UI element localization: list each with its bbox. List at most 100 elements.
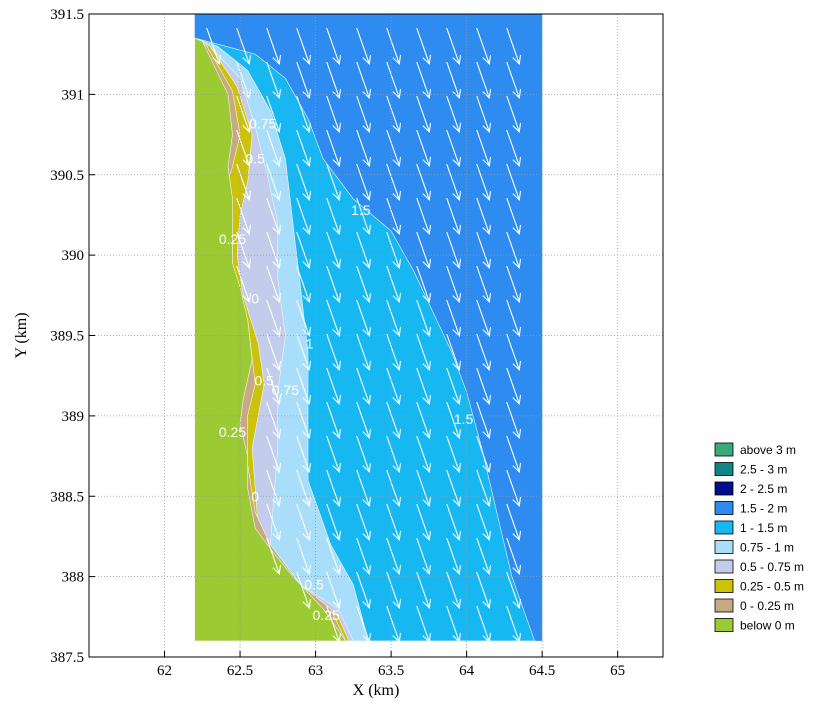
current-arrow: [446, 231, 462, 270]
legend-item: 0.5 - 0.75 m: [714, 559, 804, 574]
current-arrow: [296, 129, 312, 168]
current-arrow: [506, 333, 522, 372]
current-arrow: [416, 367, 432, 406]
legend-item: above 3 m: [714, 442, 796, 457]
legend-item: 0 - 0.25 m: [714, 598, 794, 613]
legend-swatch: [714, 540, 734, 554]
y-tick-label: 389: [62, 409, 85, 425]
legend-swatch: [714, 598, 734, 613]
current-arrow: [206, 27, 222, 66]
current-arrow: [386, 27, 402, 66]
current-arrow: [326, 129, 342, 168]
y-tick-label: 390: [62, 248, 85, 264]
contour-label: 0.5: [254, 373, 274, 389]
current-arrow: [296, 299, 312, 338]
legend-item: below 0 m: [714, 618, 795, 633]
legend-label: above 3 m: [740, 443, 796, 457]
current-arrow: [356, 401, 372, 440]
current-arrow: [446, 469, 462, 508]
current-arrow: [416, 231, 432, 270]
current-arrow: [326, 61, 342, 100]
current-arrow: [476, 537, 492, 576]
current-arrow: [476, 469, 492, 508]
legend-swatch: [714, 559, 734, 574]
current-arrow: [236, 95, 252, 134]
contour-label: 0: [251, 291, 259, 307]
current-arrow: [356, 61, 372, 100]
current-arrow: [416, 265, 432, 304]
current-arrow: [326, 605, 342, 644]
x-tick-label: 63.5: [378, 663, 404, 679]
current-arrow: [236, 197, 252, 236]
y-axis-label: Y (km): [13, 312, 30, 358]
current-arrow: [326, 367, 342, 406]
legend-item: 1 - 1.5 m: [714, 520, 787, 535]
current-arrow: [386, 299, 402, 338]
current-arrow: [446, 503, 462, 542]
current-arrow: [326, 435, 342, 474]
current-arrow: [296, 435, 312, 474]
current-arrow: [506, 299, 522, 338]
current-arrow: [506, 95, 522, 134]
current-arrow: [266, 469, 282, 508]
current-arrow: [446, 537, 462, 576]
current-arrow: [266, 435, 282, 474]
current-arrow: [416, 469, 432, 508]
current-arrow: [296, 333, 312, 372]
legend-swatch: [714, 481, 734, 496]
current-arrow: [386, 61, 402, 100]
current-arrow: [386, 503, 402, 542]
current-arrow: [236, 163, 252, 202]
current-arrow: [446, 129, 462, 168]
current-arrow: [446, 367, 462, 406]
current-arrow: [296, 571, 312, 610]
current-arrow: [386, 163, 402, 202]
legend-label: 2.5 - 3 m: [740, 463, 787, 477]
current-arrow: [326, 231, 342, 270]
current-arrow: [506, 129, 522, 168]
current-arrow: [386, 265, 402, 304]
current-arrow: [296, 401, 312, 440]
y-tick-label: 389.5: [50, 329, 84, 345]
current-arrow: [386, 231, 402, 270]
current-arrow: [506, 265, 522, 304]
current-arrow: [326, 503, 342, 542]
y-axis-ticks: 387.5 388 388.5 389 389.5 390 390.5 391 391.5: [50, 7, 95, 666]
legend-label: 0 - 0.25 m: [740, 599, 794, 613]
current-arrow: [356, 435, 372, 474]
legend-item: 0.25 - 0.5 m: [714, 579, 804, 594]
current-arrow: [446, 61, 462, 100]
current-arrow: [356, 605, 372, 644]
current-arrow: [446, 401, 462, 440]
current-arrow: [236, 27, 252, 66]
legend-label: 2 - 2.5 m: [740, 482, 787, 496]
current-arrow: [386, 367, 402, 406]
current-arrow: [506, 435, 522, 474]
current-arrow: [266, 231, 282, 270]
current-arrow: [416, 163, 432, 202]
contour-label: 1.5: [351, 202, 371, 218]
current-arrow: [326, 571, 342, 610]
contour-label: 0.75: [249, 115, 276, 131]
current-arrow: [266, 163, 282, 202]
current-arrow: [416, 95, 432, 134]
current-arrow: [236, 231, 252, 270]
legend: above 3 m 2.5 - 3 m 2 - 2.5 m 1.5 - 2 m 1 - …: [714, 442, 804, 633]
current-arrow: [266, 401, 282, 440]
current-arrow: [386, 435, 402, 474]
current-arrow: [386, 537, 402, 576]
current-arrow: [296, 95, 312, 134]
legend-label: 0.75 - 1 m: [740, 541, 794, 555]
current-arrow: [416, 333, 432, 372]
current-arrow: [266, 265, 282, 304]
current-arrow: [356, 503, 372, 542]
contour-label: 0.25: [313, 607, 340, 623]
current-arrow: [356, 95, 372, 134]
current-arrow: [446, 605, 462, 644]
x-tick-label: 63: [308, 663, 323, 679]
current-arrow: [416, 401, 432, 440]
current-arrow: [296, 265, 312, 304]
current-arrow: [416, 129, 432, 168]
current-arrow: [476, 605, 492, 644]
y-tick-label: 391: [62, 87, 85, 103]
